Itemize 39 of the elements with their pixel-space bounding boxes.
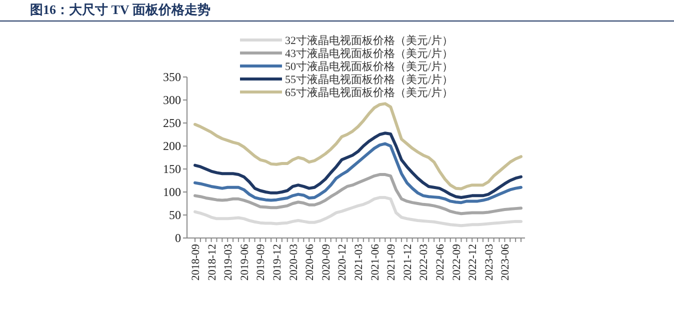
y-tick-label: 50 — [169, 208, 181, 222]
line-series — [194, 142, 522, 204]
y-tick-label: 0 — [175, 231, 181, 245]
x-tick-label: 2022-09 — [450, 244, 463, 281]
x-tick-label: 2019-09 — [255, 244, 268, 281]
x-tick-label: 2019-12 — [272, 244, 284, 281]
x-tick-label: 2018-09 — [190, 244, 202, 281]
x-tick-label: 2020-06 — [304, 244, 316, 281]
x-tick-label: 2022-03 — [418, 244, 430, 281]
x-tick-label: 2018-12 — [206, 244, 218, 281]
x-tick-label: 2021-06 — [369, 244, 382, 281]
x-tick-label: 2022-06 — [434, 244, 446, 281]
x-tick-label: 2020-12 — [336, 244, 349, 281]
x-tick-label: 2019-03 — [222, 244, 235, 281]
legend-label: 50寸液晶电视面板价格（美元/片） — [285, 60, 454, 73]
legend-label: 32寸液晶电视面板价格（美元/片） — [285, 34, 454, 47]
legend-label: 43寸液晶电视面板价格（美元/片） — [285, 47, 454, 60]
x-tick-label: 2020-03 — [288, 244, 300, 281]
line-series — [194, 196, 522, 228]
x-tick-label: 2021-12 — [402, 244, 414, 281]
y-tick-label: 300 — [163, 93, 181, 107]
y-tick-label: 100 — [163, 185, 181, 199]
x-tick-label: 2021-03 — [353, 244, 365, 281]
x-tick-label: 2021-09 — [386, 244, 398, 281]
line-series — [194, 173, 522, 216]
chart-title: 图16：大尺寸 TV 面板价格走势 — [30, 2, 210, 17]
x-tick-label: 2020-09 — [320, 244, 332, 281]
line-series — [194, 102, 522, 190]
y-tick-label: 250 — [163, 116, 181, 130]
y-tick-label: 200 — [163, 139, 181, 153]
x-tick-label: 2019-06 — [238, 244, 251, 281]
line-series — [194, 132, 522, 200]
y-tick-label: 350 — [163, 70, 181, 84]
legend-label: 55寸液晶电视面板价格（美元/片） — [285, 73, 454, 86]
y-tick-label: 150 — [163, 162, 181, 176]
x-tick-label: 2022-12 — [467, 244, 480, 281]
legend-label: 65寸液晶电视面板价格（美元/片） — [285, 86, 454, 99]
x-tick-label: 2023-03 — [483, 244, 496, 281]
x-tick-label: 2023-06 — [500, 244, 512, 281]
